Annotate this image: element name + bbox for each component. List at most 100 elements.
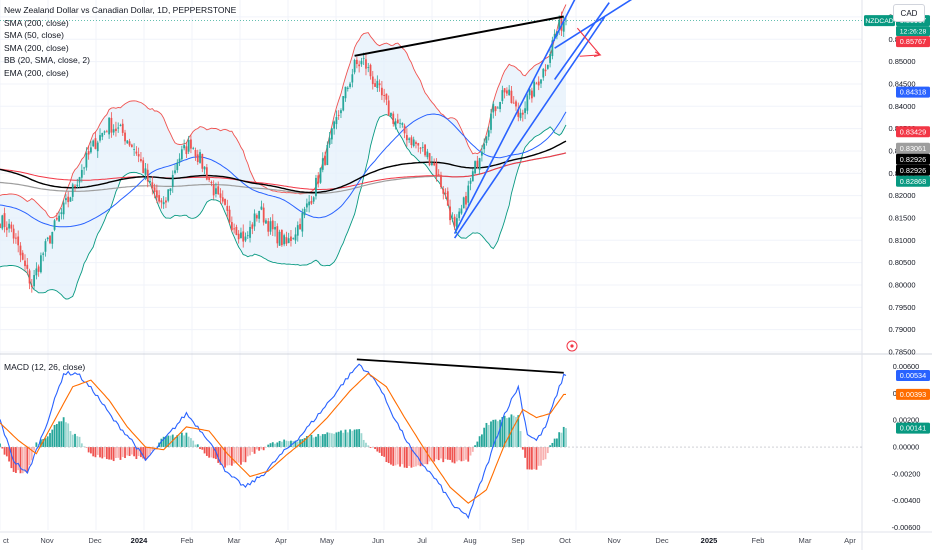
histogram-bar: [505, 418, 508, 448]
candle-body: [521, 112, 524, 115]
histogram-bar: [467, 447, 470, 462]
candle-body: [324, 155, 326, 165]
candle-body: [376, 80, 379, 88]
candle-body: [337, 114, 340, 116]
candle-body: [485, 136, 488, 144]
histogram-bar: [46, 436, 49, 448]
candle-body: [383, 95, 386, 96]
histogram-bar: [549, 445, 551, 448]
price-badge-value: 0.82926: [900, 166, 926, 175]
histogram-bar: [501, 417, 504, 448]
histogram-bar: [444, 447, 447, 460]
price-tick-label: 0.84000: [888, 102, 915, 111]
histogram-bar: [42, 439, 45, 448]
candle-body: [258, 211, 261, 219]
price-badge[interactable]: 0.84318: [896, 86, 930, 98]
histogram-bar: [553, 438, 556, 448]
candle-body: [185, 146, 188, 155]
histogram-bar: [210, 447, 213, 458]
time-tick-label: Jul: [417, 536, 427, 545]
candle-body: [524, 108, 526, 113]
candle-body: [301, 213, 304, 232]
candle-body: [246, 235, 249, 237]
histogram-bar: [540, 447, 542, 466]
candle-body: [251, 224, 254, 229]
histogram-bar: [437, 447, 440, 461]
candle-body: [315, 177, 317, 197]
price-badge[interactable]: 0.83429: [896, 126, 930, 138]
histogram-bar: [417, 447, 420, 466]
event-marker[interactable]: [566, 340, 578, 352]
candle-body: [51, 231, 54, 244]
candle-body: [317, 175, 320, 184]
histogram-bar: [340, 430, 342, 448]
histogram-bar: [255, 447, 258, 450]
price-tick-label: 0.80500: [888, 258, 915, 267]
candle-body: [553, 33, 556, 40]
candle-body: [108, 117, 111, 135]
price-badge[interactable]: 0.82926: [896, 153, 930, 165]
histogram-bar: [253, 447, 256, 454]
time-tick-label: Jun: [372, 536, 384, 545]
macd-badge-value: 0.00534: [900, 371, 926, 380]
candles: [0, 11, 567, 293]
histogram-bar: [126, 447, 129, 456]
legend-bollinger-bands[interactable]: BB (20, SMA, close, 2): [4, 55, 90, 66]
candle-body: [58, 215, 61, 222]
candle-body: [424, 144, 426, 156]
histogram-bar: [556, 438, 558, 448]
histogram-bar: [485, 422, 488, 448]
histogram-bar: [169, 435, 172, 448]
legend-sma200[interactable]: SMA (200, close): [4, 17, 69, 28]
histogram-bar: [269, 443, 272, 448]
histogram-bar: [96, 447, 99, 455]
candle-body: [253, 213, 256, 227]
histogram-bar: [137, 447, 140, 457]
histogram-bar: [383, 447, 386, 457]
legend-sma50[interactable]: SMA (50, close): [4, 30, 64, 41]
histogram-bar: [219, 447, 222, 465]
candle-body: [176, 162, 179, 171]
histogram-bar: [531, 447, 533, 470]
histogram-bar: [55, 424, 58, 448]
candle-body: [180, 149, 183, 160]
candle-body: [496, 107, 499, 109]
candle-body: [285, 237, 288, 244]
candle-body: [242, 231, 245, 242]
candle-body: [294, 234, 297, 241]
histogram-bar: [508, 417, 511, 448]
histogram-bar: [174, 437, 176, 448]
candle-body: [24, 260, 26, 267]
candle-body: [428, 153, 431, 166]
candle-body: [12, 228, 15, 239]
histogram-bar: [178, 435, 181, 448]
legend-ema200[interactable]: EMA (200, close): [4, 67, 69, 78]
histogram-bar: [90, 447, 92, 454]
candle-body: [35, 268, 38, 276]
histogram-bar: [435, 447, 438, 460]
sma50-line: [0, 111, 567, 228]
macd-tick-label: 0.00000: [893, 443, 919, 452]
histogram-bar: [194, 444, 197, 448]
histogram-bar: [160, 438, 163, 448]
histogram-bar: [410, 447, 413, 468]
candle-body: [480, 151, 483, 156]
price-badge[interactable]: 0.85767: [896, 36, 930, 48]
legend-sma200-second[interactable]: SMA (200, close): [4, 42, 69, 53]
candle-body: [167, 189, 170, 201]
price-badge[interactable]: 0.82868: [896, 175, 930, 187]
histogram-bar: [205, 447, 208, 456]
candle-body: [403, 125, 406, 134]
histogram-bar: [217, 447, 220, 463]
price-badge[interactable]: 0.82926: [896, 164, 930, 176]
currency-selector[interactable]: CAD: [893, 4, 925, 22]
histogram-bar: [494, 419, 497, 448]
candle-body: [44, 241, 47, 252]
histogram-bar: [49, 433, 51, 448]
macd-legend[interactable]: MACD (12, 26, close): [4, 362, 86, 372]
macd-tick-label: 0.00200: [893, 416, 919, 425]
price-badge[interactable]: 0.83061: [896, 142, 930, 154]
candle-body: [53, 220, 56, 230]
